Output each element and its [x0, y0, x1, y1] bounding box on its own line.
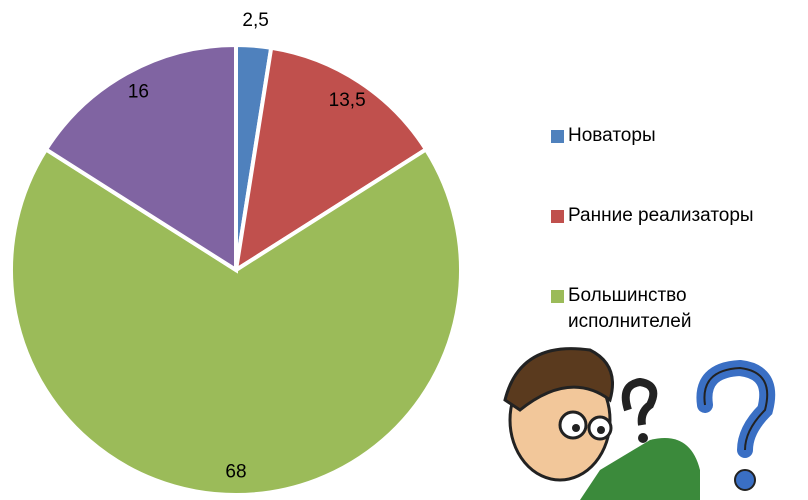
- legend-swatch: [551, 210, 564, 223]
- data-label: 2,5: [242, 10, 268, 31]
- legend-swatch: [551, 290, 564, 303]
- legend-swatch: [551, 130, 564, 143]
- chart: 2,5 13,5 68 16: [0, 0, 808, 500]
- cartoon: [505, 349, 767, 500]
- legend-label: Ранние реализаторы: [568, 203, 754, 229]
- legend-item: Новаторы: [551, 123, 801, 149]
- legend-item: Ранние реализаторы: [551, 203, 801, 229]
- legend-label: Большинство исполнителей: [568, 283, 718, 335]
- pie: 2,5 13,5 68 16: [11, 10, 461, 495]
- data-label: 68: [225, 462, 246, 483]
- data-label: 16: [128, 82, 149, 103]
- data-label: 13,5: [329, 90, 366, 111]
- page: 2,5 13,5 68 16 Новаторы Ранние реализаторы Бо…: [0, 0, 808, 500]
- legend-label: Новаторы: [568, 123, 656, 149]
- legend-item: Большинство исполнителей: [551, 283, 801, 335]
